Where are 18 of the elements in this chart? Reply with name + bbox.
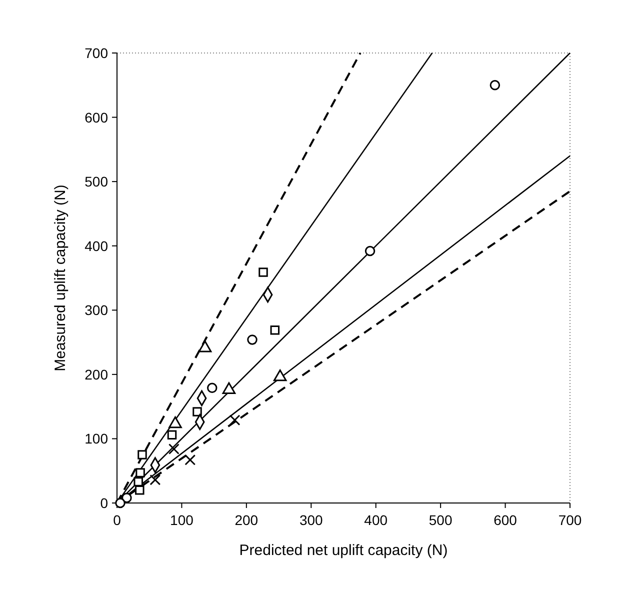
y-tick-label: 700	[84, 45, 108, 61]
x-tick-label: 400	[364, 512, 388, 528]
x-tick-label: 700	[558, 512, 582, 528]
y-tick-label: 400	[84, 238, 108, 254]
x-tick-label: 300	[299, 512, 324, 528]
x-tick-label: 0	[113, 512, 122, 528]
y-tick-label: 300	[84, 302, 108, 318]
x-tick-label: 500	[428, 512, 452, 528]
y-tick-label: 200	[84, 366, 108, 382]
x-axis-title: Predicted net uplift capacity (N)	[239, 542, 448, 559]
x-tick-label: 200	[234, 512, 258, 528]
y-tick-label: 500	[84, 174, 108, 190]
y-axis-title: Measured uplift capacity (N)	[52, 184, 69, 372]
x-tick-label: 600	[494, 512, 518, 528]
y-tick-label: 600	[84, 109, 108, 126]
y-tick-label: 100	[84, 430, 108, 447]
x-tick-label: 100	[170, 512, 194, 528]
y-tick-label: 0	[100, 495, 108, 511]
